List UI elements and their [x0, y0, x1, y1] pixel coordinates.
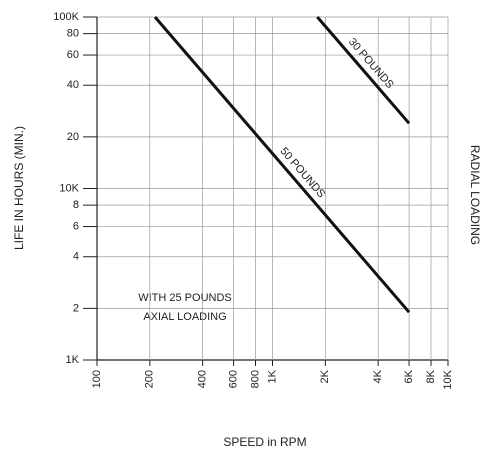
y-tick-label: 6: [73, 220, 79, 232]
y-axis-title: LIFE IN HOURS (MIN.): [12, 126, 26, 250]
y-tick-label: 80: [67, 28, 79, 40]
y-tick-label: 8: [73, 199, 79, 211]
y-tick-label: 100K: [53, 11, 79, 23]
line: [316, 16, 411, 125]
y-tick-label: 40: [67, 79, 79, 91]
series-label: 50 POUNDS: [277, 145, 327, 200]
x-axis-title: SPEED in RPM: [223, 435, 306, 449]
series-label: 30 POUNDS: [346, 36, 396, 91]
x-tick-label: 6K: [403, 369, 415, 383]
y-tick-label: 2: [73, 302, 79, 314]
x-tick-label: 2K: [319, 369, 331, 383]
y-tick-label: 60: [67, 49, 79, 61]
annotation: WITH 25 POUNDS: [138, 292, 232, 304]
x-tick-label: 1K: [266, 369, 278, 383]
x-tick-label: 600: [227, 370, 239, 388]
y-tick-label: 10K: [59, 182, 79, 194]
y-tick-label: 20: [67, 131, 79, 143]
x-tick-label: 4K: [372, 369, 384, 383]
x-tick-label: 10K: [442, 369, 454, 389]
x-tick-label: 800: [249, 370, 261, 388]
y-tick-label: 4: [73, 251, 79, 263]
x-tick-label: 100: [91, 370, 103, 388]
x-tick-label: 8K: [425, 369, 437, 383]
annotation: AXIAL LOADING: [143, 311, 226, 323]
line: [153, 16, 411, 314]
x-tick-label: 200: [144, 370, 156, 388]
y2-axis-title: RADIAL LOADING: [468, 145, 482, 245]
x-tick-label: 400: [197, 370, 209, 388]
y-tick-label: 1K: [66, 354, 80, 366]
